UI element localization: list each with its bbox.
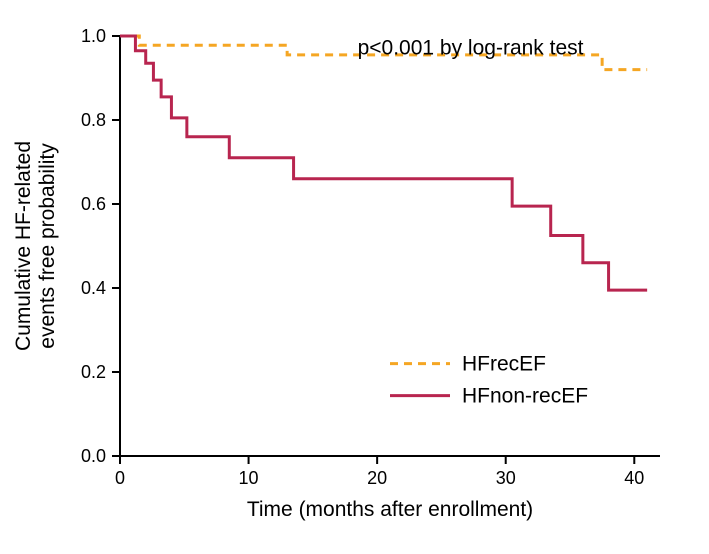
x-axis-label: Time (months after enrollment) <box>247 498 533 521</box>
x-tick-label: 30 <box>496 468 516 488</box>
p-value-annotation: p<0.001 by log-rank test <box>358 36 584 59</box>
legend-label: HFrecEF <box>462 353 546 376</box>
y-tick-label: 0.4 <box>81 278 106 298</box>
y-tick-label: 0.6 <box>81 194 106 214</box>
x-tick-label: 0 <box>115 468 125 488</box>
x-tick-label: 20 <box>367 468 387 488</box>
x-tick-label: 40 <box>624 468 644 488</box>
y-tick-label: 0.2 <box>81 362 106 382</box>
km-chart: 0 10 20 30 40 Time (months after enrollment) 0… <box>0 0 709 554</box>
chart-svg: 0 10 20 30 40 Time (months after enrollment) 0… <box>0 0 709 554</box>
y-axis-label: Cumulative HF-relatedevents free probabi… <box>12 141 59 351</box>
x-tick-label: 10 <box>239 468 259 488</box>
y-tick-label: 1.0 <box>81 26 106 46</box>
legend-label: HFnon-recEF <box>462 385 588 408</box>
y-tick-label: 0.0 <box>81 446 106 466</box>
y-tick-label: 0.8 <box>81 110 106 130</box>
